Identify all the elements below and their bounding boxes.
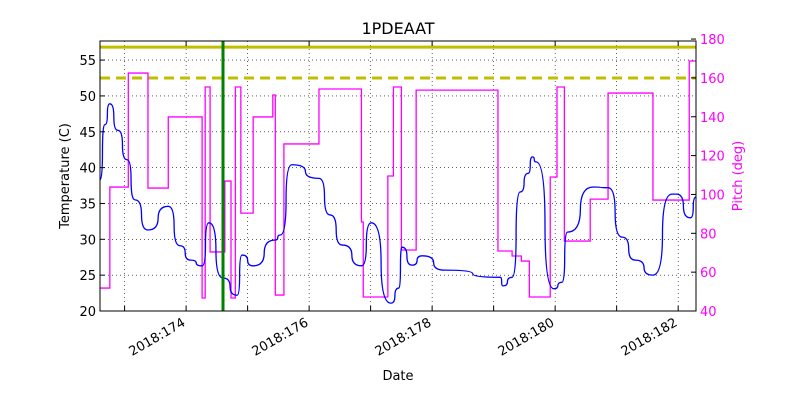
pitch-series-line [100, 60, 696, 299]
y-tick-label: 30 [79, 233, 96, 248]
y-tick-label: 45 [79, 126, 96, 141]
x-axis-label: Date [382, 369, 413, 384]
y-tick-label: 20 [79, 305, 96, 320]
y-tick-label: 35 [79, 197, 96, 212]
chart-title: 1PDEAAT [361, 19, 434, 38]
y2-tick-label: 100 [700, 188, 725, 203]
y2-tick-label: 120 [700, 150, 725, 165]
y-axis-label: Temperature (C) [58, 123, 73, 230]
y2-tick-label: 40 [700, 305, 717, 320]
x-tick-label: 2018:176 [250, 315, 311, 359]
y-tick-label: 25 [79, 269, 96, 284]
y2-tick-label: 180 [700, 33, 725, 48]
y2-axis-label: Pitch (deg) [731, 141, 746, 211]
x-tick-label: 2018:182 [619, 315, 680, 359]
y-tick-label: 50 [79, 90, 96, 105]
y-tick-label: 55 [79, 54, 96, 69]
grid [100, 41, 696, 312]
y2-tick-label: 60 [700, 266, 717, 281]
y2-tick-label: 140 [700, 111, 725, 126]
y-tick-label: 40 [79, 162, 96, 177]
x-tick-label: 2018:180 [496, 315, 557, 359]
plot-marks [99, 41, 697, 311]
x-tick-label: 2018:178 [373, 315, 434, 359]
x-tick-label: 2018:174 [127, 315, 188, 359]
y2-tick-label: 80 [700, 227, 717, 242]
y2-tick-label: 160 [700, 72, 725, 87]
plot-frame [99, 40, 697, 312]
temperature-series-line [99, 103, 697, 304]
